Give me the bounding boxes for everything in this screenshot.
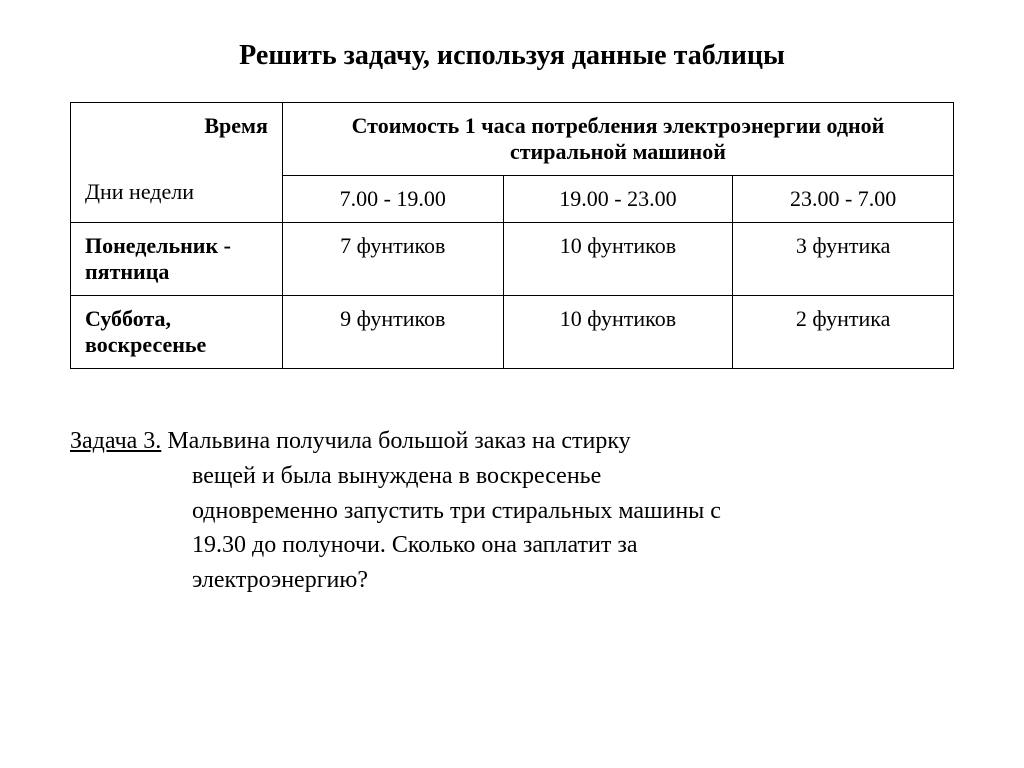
header-days-label: Дни недели [71,159,282,215]
time-col-3: 23.00 - 7.00 [733,176,954,223]
time-col-2: 19.00 - 23.00 [503,176,733,223]
row1-label: Понедельник - пятница [71,223,283,296]
task-line2: вещей и была вынуждена в воскресенье [70,459,954,494]
row1-c1: 7 фунтиков [282,223,503,296]
header-time-days: Время Дни недели [71,103,283,223]
task-line4: 19.30 до полуночи. Сколько она заплатит … [70,528,954,563]
row2-c1: 9 фунтиков [282,296,503,369]
table-header-row-1: Время Дни недели Стоимость 1 часа потреб… [71,103,954,176]
row2-c2: 10 фунтиков [503,296,733,369]
row1-c2: 10 фунтиков [503,223,733,296]
task-label: Задача 3. [70,428,161,454]
row1-c3: 3 фунтика [733,223,954,296]
table-row: Суббота, воскресенье 9 фунтиков 10 фунти… [71,296,954,369]
table-row: Понедельник - пятница 7 фунтиков 10 фунт… [71,223,954,296]
task-line5: электроэнергию? [70,563,954,598]
row2-label: Суббота, воскресенье [71,296,283,369]
tariff-table: Время Дни недели Стоимость 1 часа потреб… [70,102,954,369]
time-col-1: 7.00 - 19.00 [282,176,503,223]
header-cost: Стоимость 1 часа потребления электроэнер… [282,103,953,176]
row2-c3: 2 фунтика [733,296,954,369]
header-time-label: Время [71,103,282,159]
task-line3: одновременно запустить три стиральных ма… [70,494,954,529]
task-line1: Мальвина получила большой заказ на стирк… [161,428,630,454]
page-title: Решить задачу, используя данные таблицы [70,40,954,72]
task-block: Задача 3. Мальвина получила большой зака… [70,424,954,598]
